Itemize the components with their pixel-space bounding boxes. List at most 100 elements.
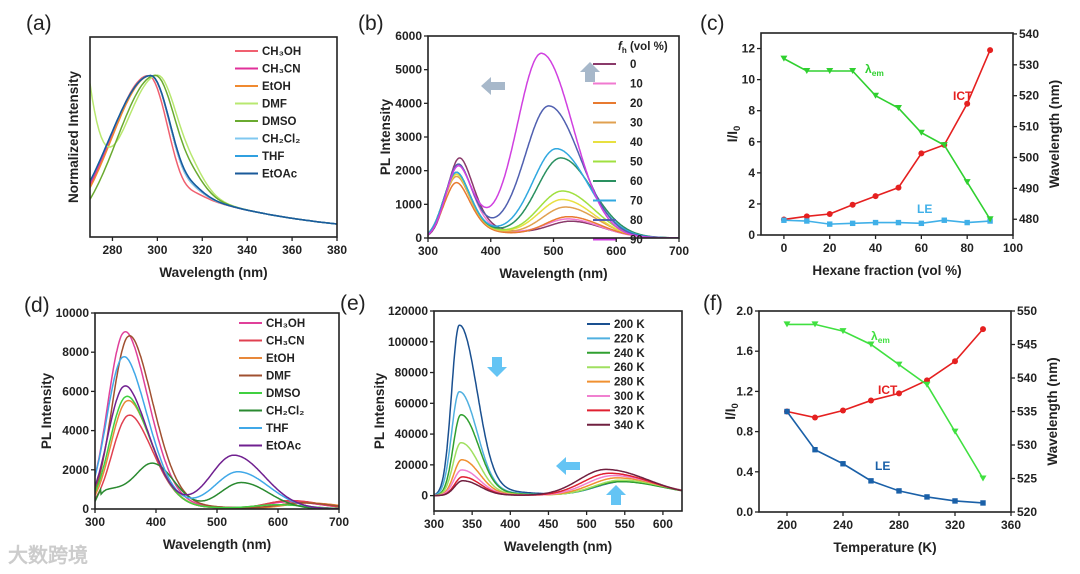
data-point-λem bbox=[839, 328, 847, 335]
panel-label: (e) bbox=[340, 292, 366, 315]
series-line-340 K bbox=[434, 468, 682, 497]
y-tick-label: 2000 bbox=[395, 164, 422, 178]
data-point-ICT bbox=[868, 397, 874, 404]
plot-frame bbox=[89, 36, 338, 238]
data-point-ICT bbox=[964, 100, 971, 107]
legend-label: 320 K bbox=[614, 405, 645, 417]
y-right-tick-label: 530 bbox=[1019, 58, 1039, 72]
x-tick-label: 700 bbox=[669, 244, 689, 258]
y-tick-label: 1.6 bbox=[736, 344, 753, 358]
data-point-LE bbox=[924, 494, 930, 500]
x-tick-label: 360 bbox=[1001, 518, 1021, 532]
x-tick-label: 300 bbox=[147, 243, 167, 257]
x-tick-label: 380 bbox=[327, 243, 347, 257]
y-tick-label: 2000 bbox=[62, 463, 89, 477]
legend-label: DMSO bbox=[266, 388, 301, 400]
legend-label: 90 bbox=[630, 235, 643, 247]
y-axis-title: Normalized Intensity bbox=[66, 70, 81, 203]
y-tick-label: 0.4 bbox=[736, 465, 753, 479]
x-tick-label: 340 bbox=[237, 243, 257, 257]
y-right-tick-label: 535 bbox=[1017, 405, 1037, 419]
arrow-left-icon bbox=[556, 457, 580, 475]
y-right-axis-title: Wavelength (nm) bbox=[1047, 80, 1062, 188]
x-tick-label: 300 bbox=[418, 244, 438, 258]
y-axis-title: PL Intensity bbox=[39, 372, 54, 449]
y-tick-label: 0.0 bbox=[736, 505, 753, 519]
series-line-260 K bbox=[434, 442, 682, 497]
legend-label: 20 bbox=[630, 98, 643, 110]
legend-label: CH₃OH bbox=[266, 318, 305, 330]
panel-c: (c) ICT LE λem 0 20 40 60 80 100 0 2 4 6 8 10 12 480 490 50… bbox=[700, 12, 1062, 278]
x-axis-title: Wavelength (nm) bbox=[159, 265, 267, 280]
plot-area bbox=[428, 52, 679, 238]
series-line-320 K bbox=[434, 472, 682, 497]
panel-e: (e) 200 K 220 K 240 K 260 K 280 K 300 K 320 K 34… bbox=[340, 292, 683, 554]
legend-label: 300 K bbox=[614, 391, 645, 403]
legend-label: EtOAc bbox=[262, 169, 298, 181]
legend-label: EtOH bbox=[262, 81, 291, 93]
series-line-EtOAc bbox=[90, 74, 337, 225]
y-tick-label: 100000 bbox=[388, 335, 428, 349]
data-point-LE bbox=[804, 218, 810, 224]
data-point-ICT bbox=[803, 213, 810, 220]
data-point-ICT bbox=[812, 414, 818, 421]
arrow-left-icon bbox=[481, 77, 505, 95]
panel-f: (f) ICT LE λem 200 240 280 320 360 0.0 0.4 0.8 1.2 1.… bbox=[703, 292, 1060, 555]
y-tick-label: 12 bbox=[742, 42, 756, 56]
data-point-λem bbox=[867, 341, 875, 348]
x-axis-title: Temperature (K) bbox=[833, 540, 936, 555]
x-tick-label: 550 bbox=[615, 517, 635, 531]
series-label-λem: λem bbox=[865, 62, 884, 78]
data-point-ICT bbox=[987, 47, 994, 54]
panel-label: (f) bbox=[703, 292, 723, 315]
panel-b: (b) fh (vol %) 0 10 20 30 40 50 60 70 80 90 300 400 50… bbox=[358, 12, 689, 281]
x-tick-label: 500 bbox=[207, 515, 227, 529]
data-point-LE bbox=[895, 219, 902, 226]
y-right-tick-label: 545 bbox=[1017, 338, 1037, 352]
data-point-LE bbox=[812, 446, 818, 453]
series-line-280 K bbox=[434, 459, 682, 497]
legend-label: 50 bbox=[630, 157, 643, 169]
legend-label: 200 K bbox=[614, 319, 645, 331]
data-point-LE bbox=[840, 461, 846, 467]
legend-label: 30 bbox=[630, 118, 643, 130]
y-tick-label: 2 bbox=[748, 197, 755, 211]
data-point-ICT bbox=[840, 407, 846, 414]
legend-label: 280 K bbox=[614, 377, 645, 389]
series-line-λem bbox=[783, 57, 991, 220]
data-point-LE bbox=[964, 219, 970, 226]
data-point-λem bbox=[986, 216, 994, 223]
data-point-λem bbox=[849, 67, 857, 74]
x-axis-title: Wavelength (nm) bbox=[163, 537, 271, 552]
y-axis-title: PL Intensity bbox=[378, 98, 393, 175]
y-right-tick-label: 525 bbox=[1017, 472, 1037, 486]
plot-frame bbox=[433, 310, 683, 512]
y-tick-label: 1000 bbox=[395, 197, 422, 211]
plot-frame bbox=[760, 32, 1014, 236]
y-tick-label: 80000 bbox=[395, 366, 429, 380]
plot-area bbox=[434, 324, 682, 497]
y-tick-label: 1.2 bbox=[736, 384, 753, 398]
data-point-LE bbox=[952, 498, 958, 504]
data-point-LE bbox=[980, 500, 986, 506]
series-line-CH₂Cl₂ bbox=[95, 462, 339, 509]
legend-title: fh (vol %) bbox=[618, 41, 668, 55]
series-line-240 K bbox=[434, 414, 682, 497]
y-tick-label: 0 bbox=[421, 489, 428, 503]
legend-label: 220 K bbox=[614, 333, 645, 345]
y-right-axis-title: Wavelength (nm) bbox=[1045, 357, 1060, 465]
x-tick-label: 400 bbox=[500, 517, 520, 531]
data-point-LE bbox=[941, 217, 947, 223]
x-axis-title: Hexane fraction (vol %) bbox=[812, 263, 961, 278]
data-point-λem bbox=[894, 105, 902, 112]
y-right-tick-label: 490 bbox=[1019, 181, 1039, 195]
data-point-λem bbox=[979, 475, 987, 482]
series-label-LE: LE bbox=[917, 202, 932, 216]
series-label-ICT: ICT bbox=[953, 89, 973, 103]
x-tick-label: 700 bbox=[329, 515, 349, 529]
y-tick-label: 120000 bbox=[388, 304, 428, 318]
legend-label: THF bbox=[262, 151, 284, 163]
data-point-ICT bbox=[895, 184, 902, 191]
legend-label: CH₃CN bbox=[262, 64, 301, 76]
panel-label: (d) bbox=[24, 294, 50, 317]
